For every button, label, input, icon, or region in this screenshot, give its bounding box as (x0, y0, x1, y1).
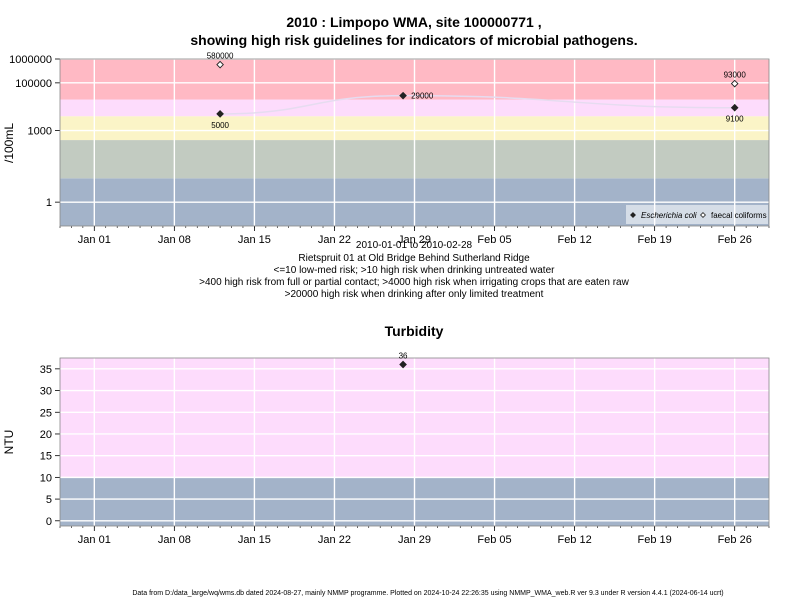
data-point (216, 110, 224, 118)
data-label: 9100 (726, 115, 744, 124)
turbidity-plot-panel: Jan 01 Jan 08 Jan 15 Jan 22 Jan 29 Feb 05 Feb … (40, 352, 770, 546)
data-label: 5000 (211, 121, 229, 130)
legend-box (626, 205, 768, 224)
y-tick-label: 30 (40, 386, 52, 398)
y-tick-label: 1000000 (9, 54, 52, 66)
x-tick-label: Feb 19 (638, 534, 672, 546)
plot-frame (59, 357, 770, 527)
x-tick-label: Jan 15 (238, 234, 271, 246)
x-tick-label: Jan 22 (318, 234, 351, 246)
footer-note: Data from D:/data_large/wq/wms.db dated … (132, 590, 723, 597)
y-tick-label: 20 (40, 429, 52, 441)
x-tick-label: Feb 05 (477, 534, 511, 546)
data-point (216, 60, 224, 69)
x-tick-label: Feb 05 (477, 234, 511, 246)
subtitle-line: >20000 high risk when drinking after onl… (285, 289, 544, 300)
x-tick-label: Jan 01 (78, 234, 111, 246)
x-tick-label: Jan 22 (318, 534, 351, 546)
y-tick-label: 0 (46, 516, 52, 528)
data-label: 29000 (411, 92, 434, 101)
ecoli-trend-line (220, 94, 735, 115)
data-label: 580000 (207, 52, 234, 61)
legend-label: Escherichia coli (641, 211, 697, 220)
x-tick-label: Feb 26 (718, 234, 752, 246)
y-tick-label: 15 (40, 451, 52, 463)
x-tick-label: Jan 29 (398, 534, 431, 546)
x-tick-label: Jan 01 (78, 534, 111, 546)
y-tick-label: 100000 (15, 78, 52, 90)
y-tick-label: 25 (40, 407, 52, 419)
y-tick-label: 1000 (28, 126, 52, 138)
x-tick-label: Feb 19 (638, 234, 672, 246)
x-tick-label: Feb 12 (557, 234, 591, 246)
turbidity-title: Turbidity (385, 323, 444, 339)
data-point (399, 360, 407, 369)
microbial-subtitle: 2010-01-01 to 2010-02-28 Rietspruit 01 a… (199, 240, 629, 300)
subtitle-line: <=10 low-med risk; >10 high risk when dr… (274, 265, 556, 276)
y-tick-label: 1 (46, 197, 52, 209)
y-tick-label: 35 (40, 364, 52, 376)
legend-marker (630, 212, 636, 218)
x-tick-label: Jan 08 (158, 534, 191, 546)
subtitle-line: Rietspruit 01 at Old Bridge Behind Suthe… (298, 253, 530, 264)
legend-marker (700, 212, 706, 218)
y-tick-label: 5 (46, 494, 52, 506)
x-tick-label: Feb 26 (718, 534, 752, 546)
x-tick-label: Feb 12 (557, 534, 591, 546)
x-tick-label: Jan 29 (398, 234, 431, 246)
microbial-plot-panel: Jan 01 Jan 08 Jan 15 Jan 22 Jan 29 Feb 05 Feb … (9, 52, 770, 246)
legend: Escherichia coli faecal coliforms (626, 205, 768, 224)
x-tick-label: Jan 15 (238, 534, 271, 546)
chart-title-line1: 2010 : Limpopo WMA, site 100000771 , (286, 14, 541, 30)
microbial-y-axis-label: /100mL (2, 123, 16, 163)
data-label: 36 (399, 352, 408, 361)
subtitle-line: >400 high risk from full or partial cont… (199, 277, 629, 288)
data-point (730, 79, 739, 88)
subtitle-line: 2010-01-01 to 2010-02-28 (356, 240, 473, 251)
data-point (730, 103, 739, 112)
x-tick-label: Jan 08 (158, 234, 191, 246)
data-label: 93000 (724, 71, 747, 80)
turbidity-y-axis-label: NTU (2, 430, 16, 455)
legend-label: faecal coliforms (711, 211, 767, 220)
plot-frame (59, 58, 770, 227)
data-point (399, 91, 407, 100)
chart-title-line2: showing high risk guidelines for indicat… (190, 32, 637, 48)
y-tick-label: 10 (40, 472, 52, 484)
